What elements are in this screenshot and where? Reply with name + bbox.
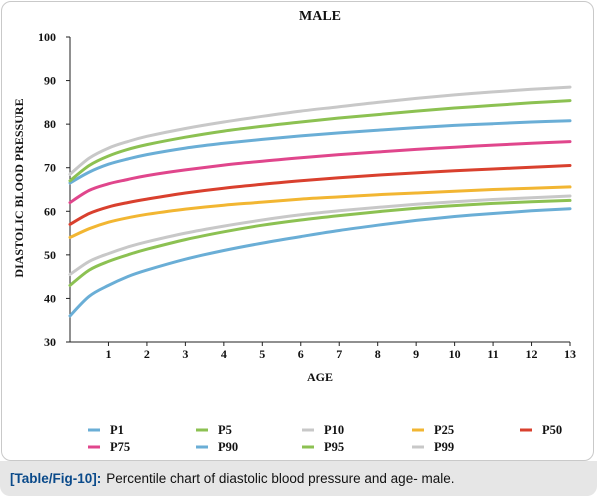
axes (69, 37, 570, 343)
legend-label: P75 (110, 440, 130, 454)
legend-item-p75: P75 (88, 440, 130, 454)
series-line-p75 (68, 140, 572, 205)
legend-item-p5: P5 (196, 423, 232, 437)
caption-tag: [Table/Fig-10]: (10, 471, 102, 486)
x-tick-label: 1 (105, 347, 111, 361)
x-tick-label: 3 (182, 347, 188, 361)
legend-label: P99 (434, 440, 454, 454)
y-axis-title: DIASTOLIC BLOOD PRESSURE (12, 98, 26, 277)
legend-item-p25: P25 (412, 423, 454, 437)
series-line-p1 (68, 207, 572, 318)
x-axis-title: AGE (307, 370, 333, 384)
series-line-p5 (68, 198, 572, 287)
legend-item-p95: P95 (302, 440, 344, 454)
y-ticks: 30 40 50 60 70 80 90 100 (38, 30, 70, 349)
series-line-p99 (68, 85, 572, 176)
line-chart: MALE DIASTOLIC BLOOD PRESSURE AGE 30 40 50… (12, 9, 576, 454)
caption-text: Percentile chart of diastolic blood pres… (106, 471, 455, 486)
y-tick-label: 60 (44, 204, 56, 218)
x-tick-label: 2 (144, 347, 150, 361)
legend-label: P25 (434, 423, 454, 437)
x-tick-label: 10 (449, 347, 461, 361)
figure-caption: [Table/Fig-10]: Percentile chart of dias… (0, 461, 597, 496)
legend-item-p50: P50 (520, 423, 562, 437)
y-tick-label: 90 (44, 74, 56, 88)
chart-title: MALE (299, 9, 341, 24)
legend-label: P90 (218, 440, 238, 454)
x-tick-label: 9 (413, 347, 419, 361)
y-tick-label: 50 (44, 248, 56, 262)
legend-item-p1: P1 (88, 423, 124, 437)
x-tick-label: 11 (487, 347, 498, 361)
legend-label: P50 (542, 423, 562, 437)
x-ticks: 1 2 3 4 5 6 7 8 9 10 11 12 13 (105, 342, 576, 361)
series-line-p90 (68, 119, 572, 185)
x-tick-label: 6 (298, 347, 304, 361)
legend-item-p10: P10 (302, 423, 344, 437)
x-tick-label: 8 (375, 347, 381, 361)
legend: P1 P5 P10 P25 P50 P75 P90 P95 P99 (88, 423, 562, 454)
series-lines (68, 85, 572, 318)
series-line-p50 (68, 164, 572, 226)
series-line-p95 (68, 99, 572, 183)
y-tick-label: 80 (44, 117, 56, 131)
figure-frame (1, 1, 594, 461)
series-line-p10 (68, 194, 572, 276)
legend-label: P95 (324, 440, 344, 454)
x-tick-label: 4 (221, 347, 227, 361)
legend-label: P1 (110, 423, 124, 437)
legend-label: P10 (324, 423, 344, 437)
legend-item-p90: P90 (196, 440, 238, 454)
x-tick-label: 12 (526, 347, 538, 361)
legend-label: P5 (218, 423, 232, 437)
x-tick-label: 13 (564, 347, 576, 361)
legend-item-p99: P99 (412, 440, 454, 454)
x-tick-label: 5 (259, 347, 265, 361)
y-tick-label: 70 (44, 161, 56, 175)
y-tick-label: 100 (38, 30, 56, 44)
y-tick-label: 30 (44, 335, 56, 349)
series-line-p25 (68, 185, 572, 239)
x-tick-label: 7 (336, 347, 342, 361)
y-tick-label: 40 (44, 291, 56, 305)
